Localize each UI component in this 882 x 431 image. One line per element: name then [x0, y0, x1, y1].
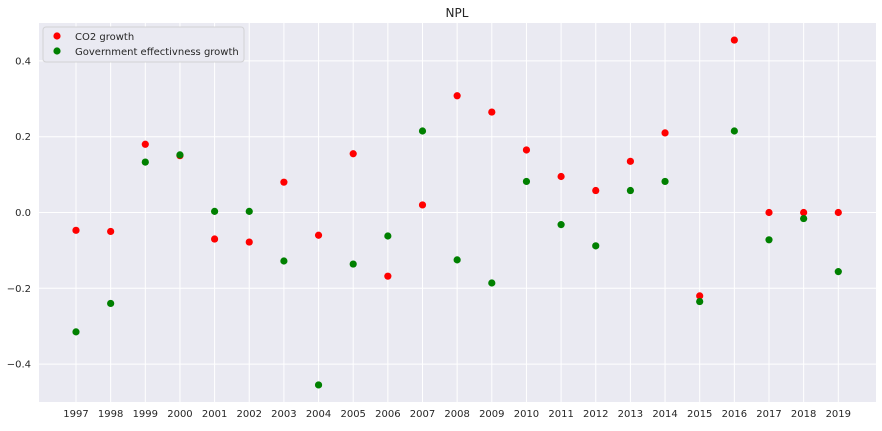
x-tick-label: 2010 [514, 409, 539, 420]
co2-point [453, 92, 461, 100]
y-tick-label: −0.2 [7, 284, 31, 295]
co2-point [765, 208, 773, 217]
legend-label-co2: CO2 growth [75, 32, 134, 43]
co2-point [211, 235, 219, 243]
x-tick-label: 2002 [237, 409, 262, 420]
gov-point [522, 177, 531, 186]
x-tick-label: 2012 [583, 409, 608, 420]
x-tick-label: 1997 [63, 409, 88, 420]
x-tick-label: 2018 [791, 409, 816, 420]
legend: CO2 growth Government effectivness growt… [42, 26, 245, 63]
x-tick-label: 1998 [98, 409, 123, 420]
x-tick-label: 2001 [202, 409, 227, 420]
x-tick-label: 2014 [652, 409, 677, 420]
x-tick-label: 2016 [722, 409, 747, 420]
x-tick-label: 2004 [306, 409, 331, 420]
y-tick-label: 0.2 [15, 132, 31, 143]
gov-point [661, 177, 669, 186]
x-tick-label: 2007 [410, 409, 435, 420]
gov-point [557, 221, 565, 229]
co2-point [314, 231, 323, 239]
gov-point [453, 256, 461, 264]
co2-point [384, 272, 392, 280]
gov-point [141, 158, 149, 166]
co2-point [834, 208, 842, 217]
chart-title: NPL [446, 6, 469, 20]
data-points [72, 36, 842, 389]
co2-point [488, 108, 496, 116]
x-tick-label: 2006 [375, 409, 400, 420]
x-tick-label: 2011 [548, 409, 573, 420]
y-tick-label: −0.4 [7, 360, 31, 371]
legend-label-gov: Government effectivness growth [75, 47, 239, 58]
gov-point [592, 242, 600, 250]
gov-point [488, 279, 496, 287]
x-tick-label: 2017 [756, 409, 781, 420]
co2-point [730, 36, 738, 44]
co2-point [557, 172, 565, 181]
gov-point [349, 260, 357, 268]
x-axis-ticks: 1997 1998 1999 2000 2001 2002 2003 2004 2005 2006… [63, 409, 851, 420]
gov-point [800, 214, 808, 223]
y-tick-label: 0.4 [15, 56, 31, 67]
gov-point [107, 299, 115, 308]
co2-point [418, 201, 427, 209]
gov-point [765, 236, 773, 244]
co2-point [349, 150, 357, 158]
gov-point [418, 127, 427, 135]
gov-point [280, 257, 288, 265]
co2-point [696, 292, 704, 300]
co2-point [245, 238, 253, 246]
co2-point [280, 178, 288, 186]
y-tick-label: 0.0 [15, 208, 31, 219]
x-tick-label: 1999 [133, 409, 158, 420]
x-tick-label: 2003 [271, 409, 296, 420]
gov-point [384, 232, 392, 240]
legend-marker-co2 [53, 32, 61, 40]
co2-point [661, 129, 669, 137]
x-tick-label: 2000 [167, 409, 192, 420]
legend-box [42, 26, 245, 63]
x-tick-label: 2013 [618, 409, 643, 420]
co2-point [107, 227, 115, 236]
x-tick-label: 2019 [826, 409, 851, 420]
gov-point [696, 297, 704, 306]
gov-point [314, 381, 323, 389]
gov-point [211, 207, 219, 215]
co2-point [141, 140, 149, 148]
gov-point [72, 328, 80, 336]
gov-point [834, 268, 842, 276]
gov-point [176, 151, 184, 159]
x-tick-label: 2015 [687, 409, 712, 420]
co2-point [522, 146, 531, 154]
x-tick-label: 2008 [444, 409, 469, 420]
co2-point [626, 157, 635, 165]
co2-point [72, 226, 80, 234]
x-tick-label: 2005 [340, 409, 365, 420]
y-axis-ticks: 0.4 0.2 0.0 −0.2 −0.4 [7, 56, 31, 370]
gov-point [245, 207, 253, 215]
gov-point [730, 127, 738, 135]
legend-marker-gov [53, 47, 61, 55]
gov-point [626, 186, 635, 195]
co2-point [592, 186, 600, 195]
co2-point [800, 208, 808, 217]
x-tick-label: 2009 [479, 409, 504, 420]
